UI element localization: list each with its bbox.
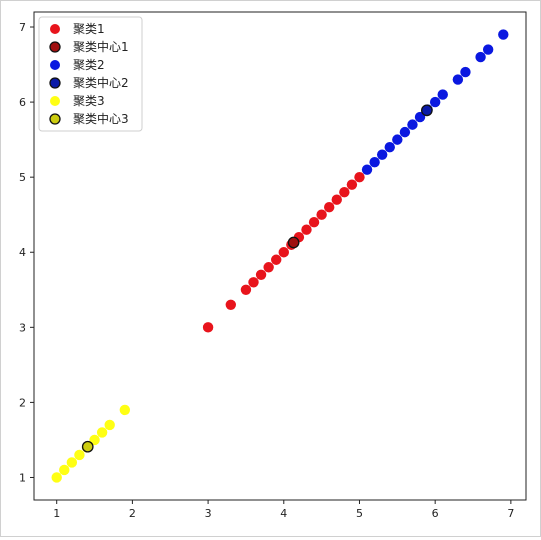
y-tick-label: 1 [19,471,26,484]
y-tick-label: 6 [19,96,26,109]
x-tick-label: 3 [205,507,212,520]
scatter-point [407,119,418,130]
scatter-point [414,111,426,123]
x-tick-label: 5 [356,507,363,520]
cluster-center-point [420,104,433,117]
scatter-point [240,284,252,295]
scatter-point [202,322,214,333]
legend-label: 聚类3 [73,94,105,108]
scatter-point [51,472,62,483]
legend-marker [49,113,61,125]
legend-marker [50,24,60,34]
scatter-point [361,164,373,175]
scatter-point [324,202,335,213]
scatter-point [331,194,342,205]
legend-box [38,16,143,132]
scatter-point [482,44,494,55]
scatter-point [278,247,289,258]
scatter-point [271,254,282,265]
x-tick-label: 7 [507,507,514,520]
scatter-point [59,464,70,476]
legend-label: 聚类中心3 [73,111,129,126]
y-tick-label: 5 [19,171,26,184]
legend-marker [50,96,60,106]
scatter-point [248,277,259,288]
scatter-point [339,186,350,198]
cluster-center-point [81,440,94,453]
scatter-point [119,404,131,416]
scatter-point [255,269,267,280]
scatter-point [475,51,486,63]
legend: 聚类1 聚类中心1 聚类2 聚类中心2 聚类3 聚类中心3 [38,16,143,132]
scatter-point [346,179,358,190]
axis-ticks: 1 2 3 4 5 6 7 1 2 3 4 5 6 7 [19,21,514,520]
data-points [51,29,509,483]
scatter-point [392,134,403,145]
scatter-point [74,449,85,461]
scatter-point [354,171,365,183]
scatter-point [452,74,464,85]
legend-marker [49,77,61,89]
scatter-point [104,419,115,431]
scatter-point [376,149,388,160]
scatter-point [369,156,380,168]
legend-label: 聚类2 [73,58,105,72]
scatter-point [437,89,448,100]
legend-marker [49,41,61,53]
scatter-point [225,299,236,310]
scatter-point [263,262,274,273]
y-tick-label: 2 [19,396,26,409]
legend-label: 聚类中心2 [73,75,129,90]
legend-marker [50,60,60,70]
scatter-point [429,96,441,108]
legend-label: 聚类1 [73,22,105,36]
scatter-point [96,427,108,438]
x-tick-label: 2 [129,507,136,520]
scatter-point [308,217,320,228]
scatter-point [316,209,327,220]
y-tick-label: 4 [19,246,26,259]
x-tick-label: 6 [432,507,439,520]
scatter-point [399,126,411,138]
x-tick-label: 4 [280,507,287,520]
y-tick-label: 3 [19,321,26,334]
scatter-point [66,457,78,468]
cluster-center-point [287,236,300,249]
legend-label: 聚类中心1 [73,39,129,54]
scatter-point [460,66,471,78]
y-tick-label: 7 [19,21,26,34]
x-tick-label: 1 [53,507,60,520]
scatter-point [89,434,100,446]
scatter-point [498,29,509,40]
scatter-point [301,224,312,235]
scatter-point [384,141,395,153]
